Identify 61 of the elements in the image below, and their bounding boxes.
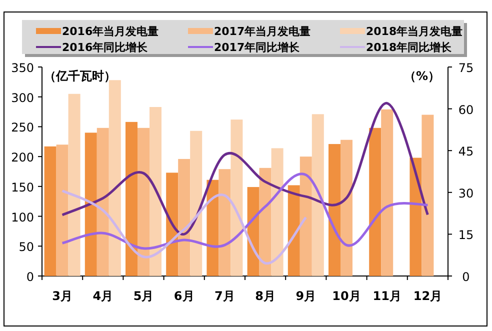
y2-tick-label: 0 [462, 270, 470, 284]
y-tick-label: 350 [11, 61, 34, 75]
x-tick-label: 4月 [92, 289, 114, 303]
legend-label: 2016年同比增长 [62, 41, 149, 54]
y2-tick-label: 45 [458, 144, 474, 159]
legend-label: 2017年同比增长 [214, 41, 301, 54]
x-tick-label: 5月 [133, 289, 154, 303]
x-tick-label: 3月 [52, 289, 72, 303]
x-tick-label: 6月 [174, 289, 194, 303]
bar [271, 148, 284, 276]
bar [381, 109, 394, 276]
y2-tick-label: 75 [458, 61, 474, 75]
legend-label: 2017年当月发电量 [214, 25, 311, 38]
bar [150, 107, 162, 276]
bar [300, 156, 312, 276]
bar [44, 146, 56, 276]
bar [312, 114, 324, 276]
x-tick-label: 7月 [214, 289, 235, 303]
y-tick-label: 0 [26, 270, 34, 284]
bar [369, 128, 382, 276]
bar [166, 172, 178, 276]
bar [206, 180, 219, 276]
bar [422, 114, 434, 276]
y-tick-label: 50 [18, 240, 34, 254]
bar [84, 132, 97, 276]
bar [259, 168, 272, 276]
line-series [61, 189, 308, 264]
bar [218, 169, 231, 276]
y-tick-label: 150 [11, 180, 34, 194]
bar [96, 128, 109, 276]
y2-tick-label: 30 [458, 186, 474, 200]
bar [56, 144, 68, 276]
y2-tick-label: 60 [458, 102, 474, 117]
bar [288, 185, 300, 276]
bar [68, 94, 80, 276]
y-tick-label: 200 [11, 150, 34, 165]
x-tick-label: 11月 [372, 289, 402, 303]
line-series [61, 102, 429, 236]
bar [328, 144, 340, 276]
bar [138, 128, 150, 276]
bar [230, 120, 243, 276]
bar [410, 158, 422, 276]
x-tick-label: 8月 [255, 289, 276, 303]
y2-tick-label: 15 [458, 228, 474, 242]
y-tick-label: 100 [11, 210, 34, 224]
x-tick-label: 12月 [413, 289, 442, 303]
y-axis-title: （亿千瓦时） [44, 69, 116, 83]
bar [178, 158, 190, 276]
legend-label: 2018年当月发电量 [366, 25, 463, 38]
bar [126, 122, 138, 276]
bar [108, 80, 121, 276]
y-tick-label: 250 [11, 120, 34, 135]
line-series [61, 172, 429, 250]
y-tick-label: 300 [11, 90, 34, 105]
bar [340, 140, 352, 276]
x-tick-label: 9月 [296, 289, 316, 303]
x-tick-label: 10月 [332, 289, 361, 303]
y2-axis-title: （%） [404, 69, 440, 83]
legend-label: 2016年当月发电量 [62, 25, 159, 38]
legend-label: 2018年同比增长 [366, 41, 453, 54]
bar [190, 130, 202, 276]
